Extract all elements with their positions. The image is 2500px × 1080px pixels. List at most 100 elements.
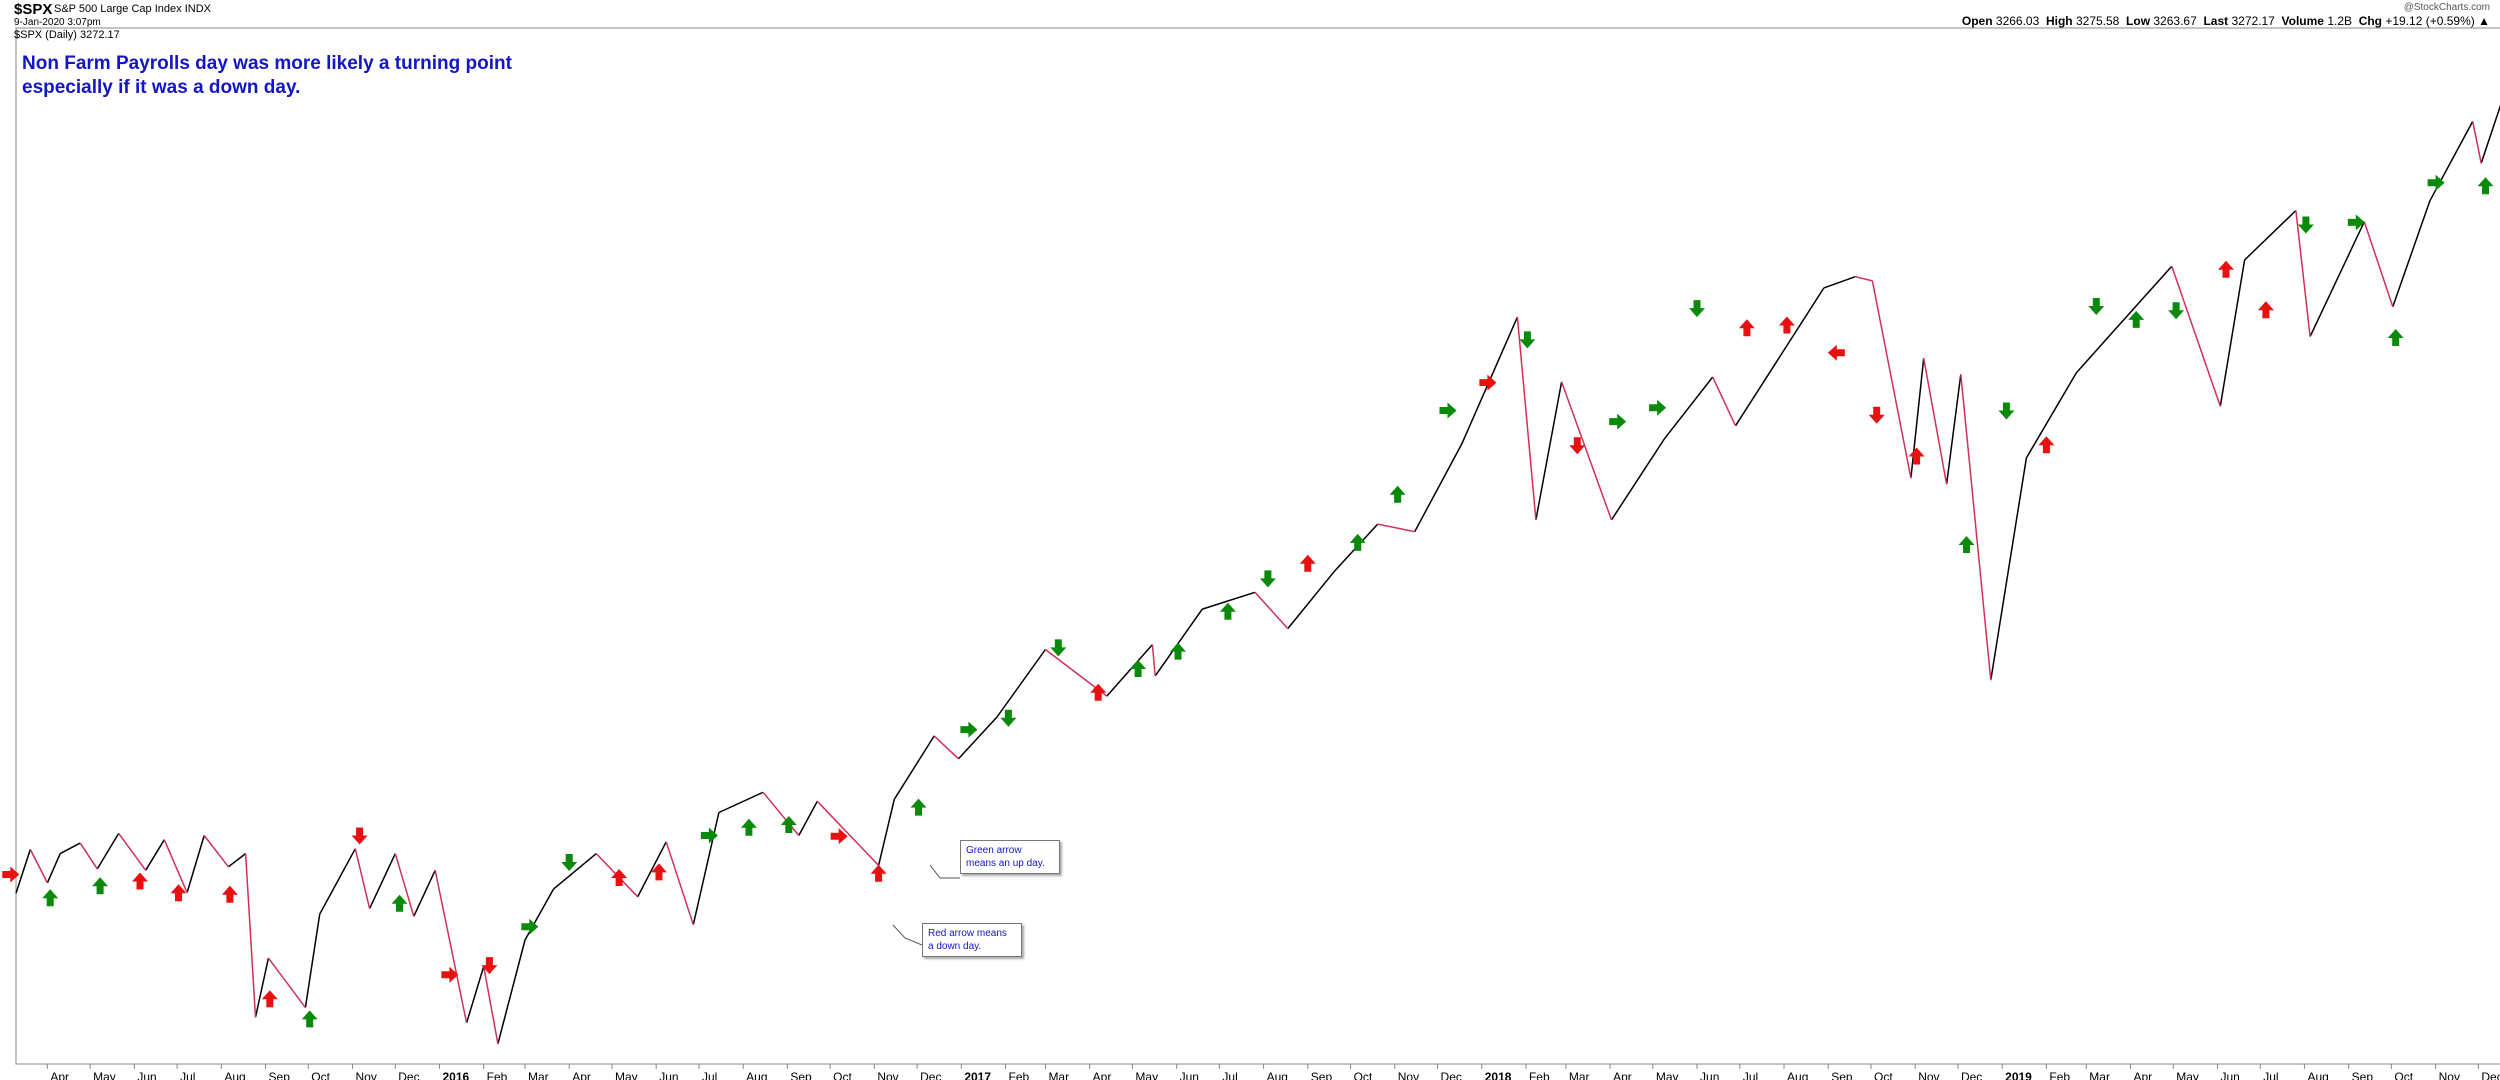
green-arrow-icon (1958, 536, 1975, 553)
x-tick-label: Jul (2263, 1070, 2278, 1080)
red-callout-line-1: Red arrow means (928, 928, 1007, 939)
x-tick-label: Feb (2049, 1070, 2070, 1080)
volume-value: 1.2B (2327, 14, 2353, 28)
x-tick-label: Jul (702, 1070, 717, 1080)
x-tick-label: Dec (920, 1070, 941, 1080)
open-value: 3266.03 (1995, 14, 2040, 28)
x-tick-label: Jun (137, 1070, 156, 1080)
x-tick-label: Apr (2133, 1070, 2152, 1080)
green-arrow-icon (2387, 329, 2404, 346)
x-tick-label: May (615, 1070, 638, 1080)
series-legend: $SPX (Daily) 3272.17 (14, 29, 120, 41)
green-arrow-icon (2347, 214, 2365, 231)
open-label: Open (1961, 14, 1993, 28)
green-arrow-icon (2088, 298, 2105, 315)
price-series-line-down-segments (29, 121, 2482, 1044)
green-arrow-icon (1259, 570, 1276, 588)
change-value: +19.12 (+0.59%) (2385, 14, 2475, 28)
red-arrow-icon (2257, 301, 2274, 319)
green-callout-line-2: means an up day. (966, 858, 1045, 869)
green-arrow-icon (1130, 660, 1147, 677)
red-arrow-icon (1090, 683, 1107, 701)
x-tick-label: Aug (1267, 1070, 1288, 1080)
green-arrow-icon (1050, 639, 1067, 657)
x-tick-label: May (1656, 1070, 1679, 1080)
x-tick-label: Nov (355, 1070, 376, 1080)
last-label: Last (2203, 14, 2229, 28)
x-tick-label: Jul (1743, 1070, 1758, 1080)
x-tick-label: 2016 (442, 1070, 469, 1080)
green-arrow-icon (2128, 310, 2145, 328)
x-tick-label: 2017 (964, 1070, 991, 1080)
change-up-icon: ▲ (2478, 14, 2490, 28)
red-arrow-icon (261, 990, 278, 1008)
low-label: Low (2126, 14, 2151, 28)
x-tick-label: Aug (224, 1070, 245, 1080)
green-arrow-icon (1170, 642, 1186, 660)
low-value: 3263.67 (2153, 14, 2197, 28)
red-arrow-icon (651, 863, 667, 881)
x-tick-label: Apr (50, 1070, 69, 1080)
red-arrow-icon (1738, 319, 1755, 337)
red-arrow-icon (1908, 447, 1925, 465)
x-tick-label: Feb (1009, 1070, 1030, 1080)
exchange-label: INDX (184, 3, 211, 15)
green-arrow-icon (2168, 302, 2185, 320)
red-arrow-icon (2038, 436, 2055, 454)
x-tick-label: Nov (1398, 1070, 1419, 1080)
red-arrow-icon (2218, 260, 2234, 278)
x-tick-label: Dec (1441, 1070, 1462, 1080)
green-arrow-icon (1519, 331, 1536, 349)
x-tick-label: May (1135, 1070, 1158, 1080)
red-arrow-icon (870, 864, 887, 882)
x-tick-label: Mar (1569, 1070, 1590, 1080)
green-arrow-icon (1219, 602, 1236, 620)
green-arrow-icon (1609, 413, 1627, 430)
red-arrow-callout: Red arrow means a down day. (922, 923, 1022, 957)
timestamp: 9-Jan-2020 3:07pm (14, 17, 101, 28)
x-tick-label: Jun (659, 1070, 678, 1080)
x-tick-label: Dec (1961, 1070, 1982, 1080)
green-arrow-icon (960, 721, 978, 738)
red-arrow-icon (170, 884, 187, 902)
red-arrow-icon (481, 957, 498, 975)
x-tick-label: Apr (572, 1070, 591, 1080)
quote-bar: Open 3266.03 High 3275.58 Low 3263.67 La… (1962, 14, 2490, 28)
x-tick-label: Apr (1093, 1070, 1112, 1080)
x-tick-label: Oct (2394, 1070, 2413, 1080)
x-tick-label: Apr (1613, 1070, 1632, 1080)
green-arrow-icon (521, 918, 539, 935)
callout-leader-lines (892, 864, 960, 946)
red-arrow-icon (1868, 406, 1885, 424)
x-tick-label: May (93, 1070, 116, 1080)
red-arrow-icon (2, 866, 20, 883)
red-arrow-icon (351, 827, 368, 845)
x-tick-label: 2018 (1485, 1070, 1512, 1080)
red-arrow-icon (1569, 437, 1586, 455)
x-tick-label: Jun (1180, 1070, 1199, 1080)
x-tick-label: Jul (1222, 1070, 1237, 1080)
red-callout-line-2: a down day. (928, 941, 982, 952)
x-tick-label: Aug (1787, 1070, 1808, 1080)
x-tick-label: Oct (833, 1070, 852, 1080)
green-arrow-icon (1439, 402, 1457, 419)
x-tick-label: Oct (311, 1070, 330, 1080)
green-arrow-icon (1000, 709, 1017, 727)
x-tick-label: May (2176, 1070, 2199, 1080)
red-arrow-icon (611, 869, 628, 886)
x-axis: Apr May Jun Jul Aug Sep Oct Nov Dec 2016 Feb Mar Apr… (46, 1064, 2500, 1080)
x-tick-label: Sep (269, 1070, 291, 1080)
red-arrow-icon (1827, 344, 1845, 361)
change-label: Chg (2358, 14, 2383, 28)
x-tick-label: 2019 (2005, 1070, 2032, 1080)
high-value: 3275.58 (2075, 14, 2120, 28)
annotation-line-1: Non Farm Payrolls day was more likely a … (22, 53, 512, 74)
green-arrow-icon (1689, 300, 1705, 318)
symbol: $SPX (14, 1, 53, 18)
x-tick-label: Mar (528, 1070, 549, 1080)
annotation-line-2: especially if it was a down day. (22, 77, 301, 98)
red-arrow-icon (1299, 554, 1316, 572)
red-arrow-icon (221, 885, 238, 903)
x-tick-label: Dec (398, 1070, 419, 1080)
